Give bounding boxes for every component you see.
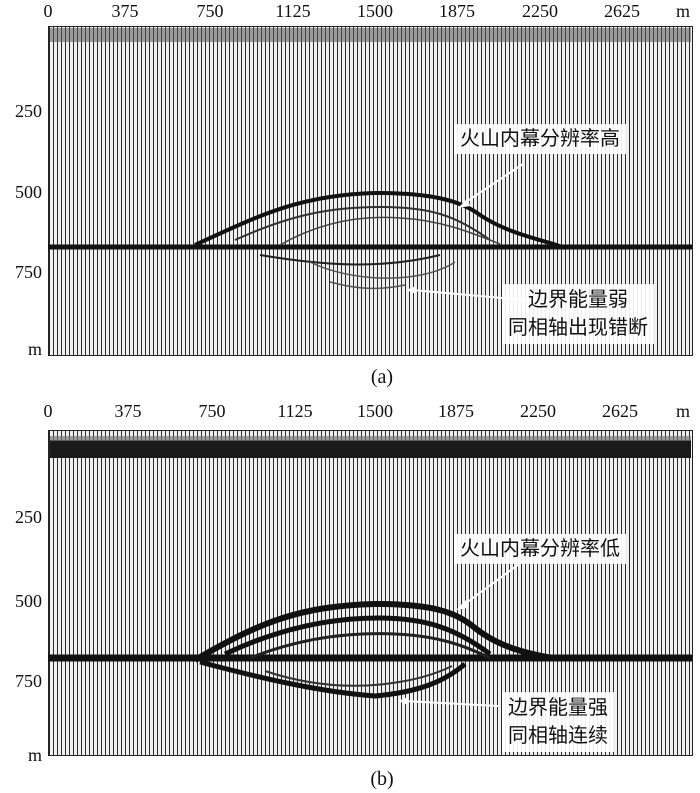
inner-reflector — [279, 216, 501, 246]
annotation-line: 边界能量弱 — [528, 289, 628, 311]
arrow-bottom — [403, 700, 499, 707]
arrow-head — [398, 697, 408, 705]
x-tick: 2250 — [520, 401, 556, 421]
inner-reflector — [249, 632, 491, 660]
volcano-top-reflector — [194, 190, 566, 250]
x-unit: m — [676, 1, 691, 21]
x-tick: 1500 — [357, 1, 393, 21]
inner-reflector — [234, 205, 491, 241]
x-tick: 750 — [196, 1, 224, 21]
annotation-boundary-strong: 边界能量强 同相轴连续 — [502, 692, 614, 752]
annotation-line: 同相轴出现错断 — [508, 317, 648, 339]
x-tick: 1875 — [438, 401, 474, 421]
volcano-base-reflector — [329, 281, 406, 290]
y-tick: 500 — [15, 182, 42, 202]
x-tick: 2625 — [602, 401, 638, 421]
arrow-top — [462, 163, 524, 205]
panel-a: 0 375 750 1125 1500 1875 2250 2625 m 250… — [0, 0, 700, 390]
y-tick: 250 — [15, 101, 42, 121]
surface-reflection — [50, 440, 691, 458]
annotation-boundary-weak: 边界能量弱 同相轴出现错断 — [502, 284, 654, 344]
arrow-top — [461, 561, 523, 607]
panel-b: 0 375 750 1125 1500 1875 2250 2625 m 250… — [0, 396, 700, 793]
annotation-line: 边界能量强 — [508, 697, 608, 719]
x-tick: 0 — [43, 401, 53, 421]
y-tick: 250 — [15, 507, 42, 527]
y-unit: m — [27, 339, 42, 359]
caption-a: (a) — [370, 366, 394, 388]
x-tick: 2250 — [522, 1, 558, 21]
volcano-top-reflector — [193, 600, 553, 663]
caption-b: (b) — [370, 768, 394, 790]
arrow-head — [458, 198, 470, 208]
volcano-base-reflector — [309, 261, 456, 279]
y-tick: 500 — [15, 591, 42, 611]
inner-reflector — [223, 615, 492, 657]
x-tick: 1125 — [275, 1, 311, 21]
x-tick: 2625 — [604, 1, 640, 21]
x-tick: 1500 — [357, 401, 393, 421]
x-unit: m — [676, 401, 691, 421]
x-tick: 1125 — [277, 401, 313, 421]
y-tick: 750 — [15, 671, 42, 691]
volcano-base-reflector — [199, 659, 467, 699]
x-tick: 0 — [43, 1, 53, 21]
x-tick: 375 — [114, 401, 142, 421]
y-unit: m — [27, 745, 42, 765]
surface-reflection — [50, 28, 691, 42]
volcano-base-reflector — [259, 254, 441, 266]
x-tick: 750 — [198, 401, 226, 421]
y-tick: 750 — [15, 262, 42, 282]
annotation-line: 同相轴连续 — [508, 725, 608, 747]
volcano-base-reflector — [264, 665, 453, 687]
x-tick: 1875 — [439, 1, 475, 21]
seismic-events-b — [48, 436, 692, 707]
arrow-head — [406, 286, 416, 294]
x-tick: 375 — [111, 1, 139, 21]
surface-reflection — [50, 436, 691, 441]
arrow-head — [456, 600, 468, 610]
annotation-resolution-high: 火山内幕分辨率高 — [454, 124, 626, 154]
annotation-resolution-low: 火山内幕分辨率低 — [454, 534, 626, 564]
